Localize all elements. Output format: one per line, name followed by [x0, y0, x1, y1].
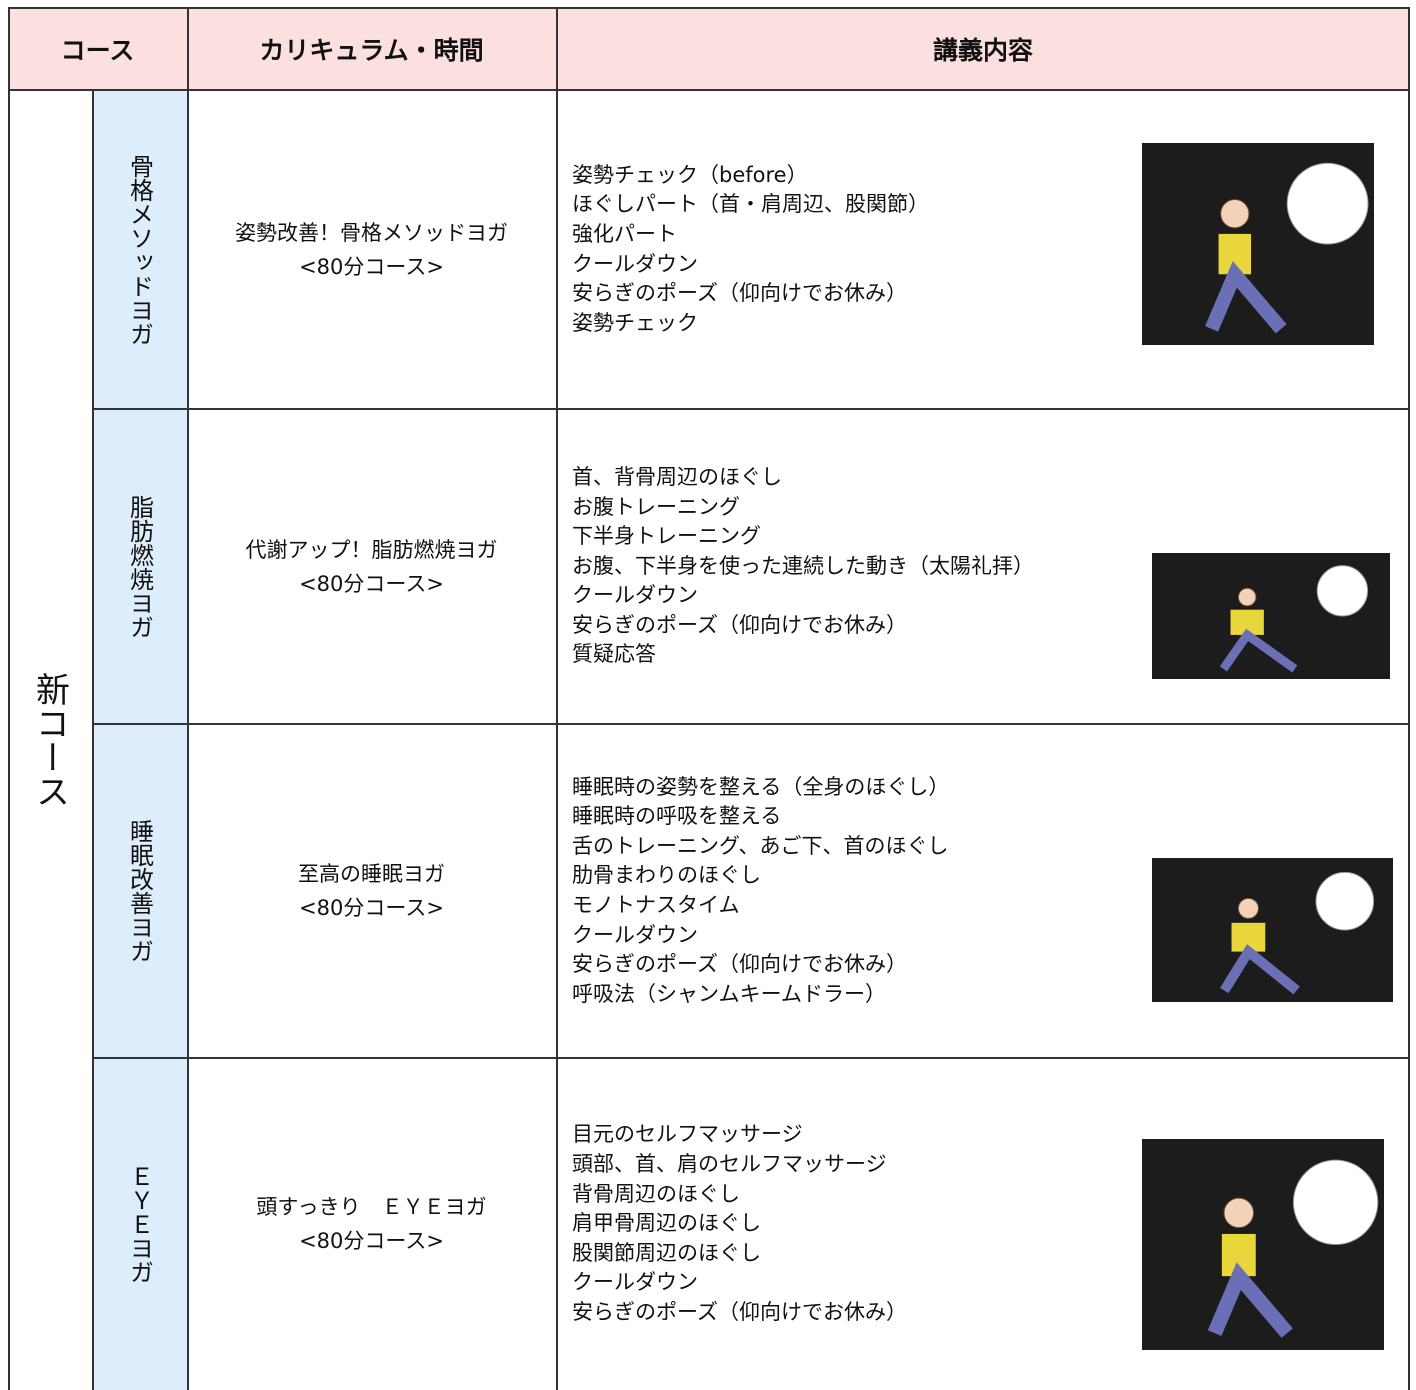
header-content: 講義内容	[932, 36, 1033, 65]
name-column-bg	[92, 90, 187, 1390]
content-item: 肩甲骨周辺のほぐし	[572, 1211, 761, 1236]
content-item: クールダウン	[572, 1270, 698, 1295]
column-border	[1408, 8, 1410, 1390]
curriculum-cell: 至高の睡眠ヨガ <80分コース>	[187, 724, 556, 1058]
course-name: 骨格メソッドヨガ	[125, 153, 154, 346]
header-course: コース	[60, 36, 135, 65]
illustration	[1142, 1139, 1384, 1350]
curriculum-cell: 代謝アップ！脂肪燃焼ヨガ <80分コース>	[187, 409, 556, 724]
curriculum-title: 姿勢改善！骨格メソッドヨガ	[235, 220, 508, 245]
curriculum-title: 至高の睡眠ヨガ	[298, 862, 445, 886]
content-list: 目元のセルフマッサージ頭部、首、肩のセルフマッサージ 背骨周辺のほぐし 肩甲骨周辺の…	[556, 1058, 1136, 1390]
curriculum-title: 頭すっきり ＥＹＥヨガ	[256, 1195, 487, 1219]
content-item: 姿勢チェック（before）	[572, 162, 808, 187]
content-item: 舌のトレーニング、あご下、首のほぐし	[572, 833, 949, 858]
content-item: 呼吸法（シャンムキームドラー）	[572, 981, 886, 1006]
content-item: 睡眠時の呼吸を整える	[572, 804, 782, 829]
header-border	[8, 89, 1410, 91]
group-label: 新コース	[29, 672, 70, 808]
column-border	[556, 8, 558, 1390]
curriculum-duration: <80分コース>	[299, 896, 444, 920]
curriculum-duration: <80分コース>	[299, 1229, 444, 1253]
row-divider	[92, 723, 1410, 725]
content-item: クールダウン	[572, 922, 698, 947]
content-item: 目元のセルフマッサージ	[572, 1122, 803, 1147]
content-item: 質疑応答	[572, 642, 656, 667]
content-item: 首、背骨周辺のほぐし	[572, 464, 782, 489]
content-item: 下半身トレーニング	[572, 524, 761, 549]
content-list: 首、背骨周辺のほぐし お腹トレーニング 下半身トレーニングお腹、下半身を使った連続し…	[556, 409, 1136, 724]
content-item: 安らぎのポーズ（仰向けでお休み）	[572, 281, 907, 306]
header-bg	[8, 8, 1410, 90]
content-item: 肋骨まわりのほぐし	[572, 863, 761, 888]
illustration	[1152, 553, 1390, 679]
content-item: ほぐしパート（首・肩周辺、股関節）	[572, 192, 929, 217]
curriculum-duration: <80分コース>	[299, 571, 444, 596]
curriculum-cell: 頭すっきり ＥＹＥヨガ <80分コース>	[187, 1058, 556, 1390]
curriculum-cell: 姿勢改善！骨格メソッドヨガ <80分コース>	[187, 90, 556, 409]
illustration	[1142, 143, 1374, 345]
table-top-border	[8, 7, 1410, 9]
content-item: お腹トレーニング	[572, 494, 740, 519]
content-item: 安らぎのポーズ（仰向けでお休み）	[572, 612, 907, 637]
column-border	[92, 90, 94, 1390]
content-item: 睡眠時の姿勢を整える（全身のほぐし）	[572, 774, 950, 799]
header-curriculum: カリキュラム・時間	[259, 36, 484, 65]
content-item: 頭部、首、肩のセルフマッサージ	[572, 1152, 887, 1177]
content-item: 股関節周辺のほぐし	[572, 1240, 761, 1265]
row-divider	[92, 1057, 1410, 1059]
illustration	[1152, 858, 1393, 1002]
content-item: お腹、下半身を使った連続した動き（太陽礼拝）	[572, 553, 1034, 578]
curriculum-title: 代謝アップ！脂肪燃焼ヨガ	[245, 537, 498, 562]
content-item: 安らぎのポーズ（仰向けでお休み）	[572, 952, 907, 977]
course-name: ＥＹＥヨガ	[125, 1164, 154, 1284]
row-divider	[92, 408, 1410, 410]
content-item: クールダウン	[572, 583, 698, 608]
course-name: 脂肪燃焼ヨガ	[125, 494, 154, 639]
content-item: 背骨周辺のほぐし	[572, 1181, 740, 1206]
content-item: モノトナスタイム	[572, 893, 740, 917]
content-item: 姿勢チェック	[572, 310, 698, 335]
column-border	[187, 8, 189, 1390]
content-list: 睡眠時の姿勢を整える（全身のほぐし） 睡眠時の呼吸を整える舌のトレーニング、あご下…	[556, 724, 1136, 1058]
content-item: 強化パート	[572, 221, 677, 246]
curriculum-duration: <80分コース>	[299, 254, 444, 279]
content-item: クールダウン	[572, 251, 698, 276]
content-item: 安らぎのポーズ（仰向けでお休み）	[572, 1299, 907, 1324]
course-name: 睡眠改善ヨガ	[125, 819, 154, 963]
content-list: 姿勢チェック（before） ほぐしパート（首・肩周辺、股関節） 強化パートクールダ…	[556, 90, 1136, 409]
column-border	[8, 8, 10, 1390]
